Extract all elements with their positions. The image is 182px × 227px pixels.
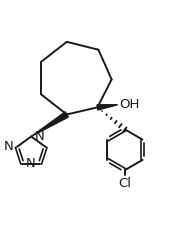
Text: Cl: Cl: [118, 177, 131, 190]
Text: N: N: [35, 130, 45, 143]
Text: N: N: [26, 157, 36, 170]
Text: OH: OH: [119, 98, 139, 111]
Text: N: N: [3, 140, 13, 153]
Polygon shape: [97, 105, 118, 110]
Polygon shape: [31, 112, 68, 136]
